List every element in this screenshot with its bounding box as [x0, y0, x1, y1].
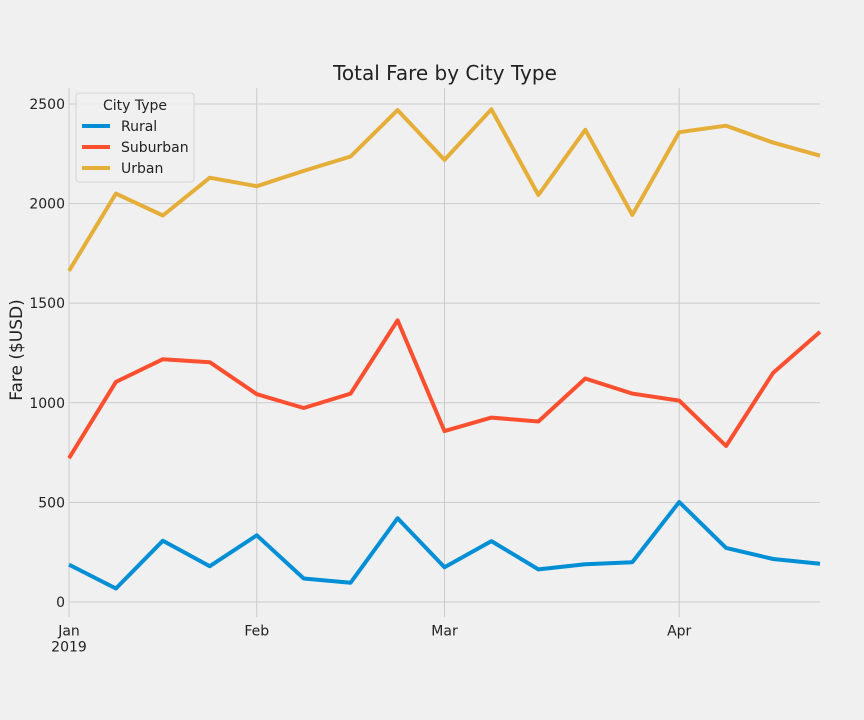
- legend-title: City Type: [103, 98, 167, 114]
- x-tick-label: Apr: [667, 624, 691, 640]
- y-tick-label: 1500: [29, 296, 65, 312]
- y-tick-label: 500: [38, 495, 65, 511]
- legend: City Type Rural Suburban Urban: [75, 92, 195, 183]
- y-tick-label: 2500: [29, 97, 65, 113]
- series-layer: [67, 107, 822, 591]
- y-tick-label: 2000: [29, 197, 65, 213]
- legend-items: Rural Suburban Urban: [82, 119, 189, 177]
- y-axis-label: Fare ($USD): [7, 299, 27, 401]
- x-tick-label: Jan: [57, 624, 80, 640]
- y-tick-label: 1000: [29, 396, 65, 412]
- legend-label-suburban: Suburban: [121, 140, 189, 156]
- x-tick-label: Feb: [244, 624, 269, 640]
- y-tick-label: 0: [56, 595, 65, 611]
- series-line-urban: [67, 107, 821, 272]
- legend-box: [75, 92, 195, 183]
- legend-label-rural: Rural: [121, 119, 157, 135]
- chart-title: Total Fare by City Type: [332, 61, 557, 85]
- y-axis-ticks: 0 500 1000 1500 2000 2500: [29, 97, 65, 611]
- x-tick-sublabel: 2019: [51, 640, 87, 656]
- legend-label-urban: Urban: [121, 161, 163, 177]
- series-line-suburban: [67, 318, 822, 460]
- series-line-rural: [68, 500, 821, 591]
- x-tick-label: Mar: [431, 624, 458, 640]
